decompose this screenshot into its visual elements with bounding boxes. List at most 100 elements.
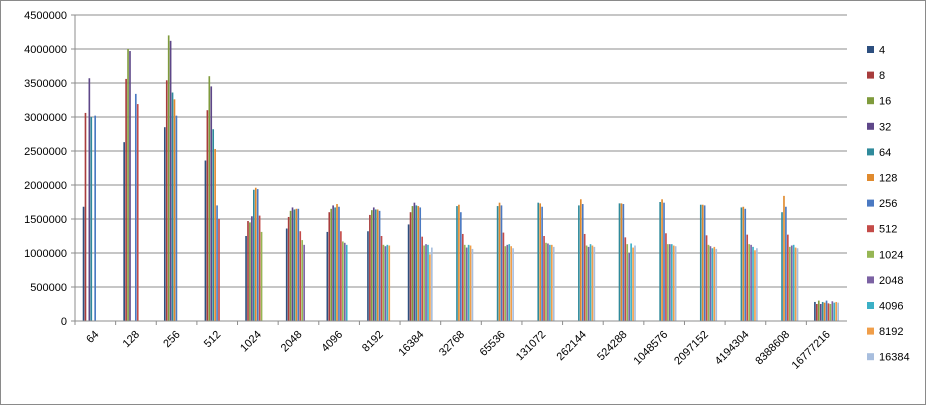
bar-2048-524288 <box>628 253 631 321</box>
bar-4096-1048576 <box>670 244 673 321</box>
bar-4096-2097152 <box>711 248 714 321</box>
bar-512-2048 <box>299 231 302 321</box>
legend-label-4: 4 <box>879 45 885 57</box>
bar-128-2097152 <box>701 204 704 321</box>
y-tick-label: 1500000 <box>24 214 67 226</box>
bar-2048-4194304 <box>750 244 752 321</box>
bar-16384-262144 <box>593 246 596 321</box>
bar-1024-4096 <box>342 241 344 321</box>
bar-4096-131072 <box>549 244 551 321</box>
bar-8192-65536 <box>510 246 512 321</box>
legend-label-8192: 8192 <box>879 326 903 338</box>
bar-1024-131072 <box>545 242 547 321</box>
bar-4096-65536 <box>508 244 511 321</box>
bar-64-2048 <box>293 209 296 321</box>
bar-8192-262144 <box>591 245 594 321</box>
y-tick-label: 3500000 <box>24 78 67 90</box>
bar-8-8192 <box>369 214 371 321</box>
bar-64-4194304 <box>740 207 743 321</box>
legend-swatch-16 <box>867 97 874 105</box>
bar-256-4194304 <box>744 208 747 321</box>
bar-4-16777216 <box>814 301 816 321</box>
bar-16-128 <box>127 49 129 321</box>
bar-256-2097152 <box>703 205 706 321</box>
bar-256-1024 <box>256 189 259 321</box>
bar-16-16777216 <box>817 300 820 321</box>
bar-256-64 <box>94 115 96 321</box>
bar-256-262144 <box>581 204 584 321</box>
bar-32-16777216 <box>819 304 822 321</box>
legend-label-16384: 16384 <box>879 352 910 364</box>
bar-16384-32768 <box>471 248 474 321</box>
bar-64-16777216 <box>821 301 824 321</box>
bar-4096-8388608 <box>792 244 795 321</box>
bars <box>82 35 839 322</box>
axes <box>74 15 847 322</box>
bar-4096-524288 <box>630 243 632 321</box>
bar-16384-1048576 <box>674 246 677 321</box>
bar-64-32768 <box>456 206 458 321</box>
bar-1024-4194304 <box>748 244 750 321</box>
bar-4-512 <box>204 160 207 321</box>
x-tick-label: 1024 <box>238 329 264 355</box>
bar-8-256 <box>165 80 168 321</box>
bar-256-16384 <box>419 207 422 321</box>
bar-512-524288 <box>624 237 627 321</box>
bar-16-8192 <box>371 210 373 321</box>
bar-4-2048 <box>285 228 288 321</box>
bar-512-8192 <box>380 236 383 321</box>
bar-16384-524288 <box>634 245 636 321</box>
bar-4-8192 <box>367 231 369 321</box>
bar-256-128 <box>134 93 137 321</box>
bar-32-512 <box>210 86 213 322</box>
bar-8192-8388608 <box>794 247 797 321</box>
bar-512-4194304 <box>746 234 749 321</box>
bar-128-65536 <box>498 202 501 321</box>
bar-4096-16384 <box>427 244 429 321</box>
bar-4-256 <box>163 127 166 321</box>
bar-1024-1024 <box>260 231 263 321</box>
bar-128-32768 <box>458 204 460 321</box>
bar-32-128 <box>129 51 131 321</box>
bar-256-512 <box>216 205 218 321</box>
bar-4-4096 <box>326 231 329 321</box>
bar-16-2048 <box>289 210 292 321</box>
legend-swatch-1024 <box>867 250 874 258</box>
x-tick-label: 16777216 <box>790 329 833 372</box>
bar-16-512 <box>208 76 211 321</box>
x-tick-label: 4096 <box>319 329 345 355</box>
bar-2048-32768 <box>465 247 468 321</box>
bar-1024-262144 <box>585 245 588 321</box>
x-tick-label: 524288 <box>595 329 629 363</box>
bar-64-1024 <box>253 189 255 321</box>
legend-label-1024: 1024 <box>879 249 903 261</box>
bar-128-4194304 <box>742 206 745 321</box>
bar-8192-131072 <box>550 244 553 321</box>
bar-256-8192 <box>378 210 381 321</box>
bar-4096-32768 <box>467 244 470 321</box>
bar-32-8192 <box>372 207 375 321</box>
legend-label-2048: 2048 <box>879 275 903 287</box>
x-tick-label: 16384 <box>396 329 426 359</box>
bar-16-4096 <box>330 208 333 321</box>
bar-1024-32768 <box>463 244 466 321</box>
bar-1024-16777216 <box>829 304 832 321</box>
bar-128-256 <box>173 99 176 321</box>
x-tick-label: 8192 <box>360 329 386 355</box>
bar-128-131072 <box>539 203 541 321</box>
bar-512-65536 <box>502 232 505 321</box>
bar-16384-2097152 <box>715 248 718 321</box>
legend-swatch-2048 <box>867 276 874 284</box>
bar-64-2097152 <box>699 204 702 321</box>
bar-1024-2097152 <box>707 244 710 321</box>
bar-512-8388608 <box>787 234 789 321</box>
bar-2048-262144 <box>587 246 590 321</box>
bar-256-16777216 <box>825 300 828 321</box>
bar-16384-65536 <box>512 248 514 321</box>
bar-8-16384 <box>409 212 412 321</box>
bar-2048-16384 <box>425 244 427 321</box>
bar-2048-1048576 <box>669 244 671 321</box>
bar-512-16384 <box>421 236 423 321</box>
bar-8-512 <box>206 110 209 321</box>
bar-8-16777216 <box>816 304 818 321</box>
